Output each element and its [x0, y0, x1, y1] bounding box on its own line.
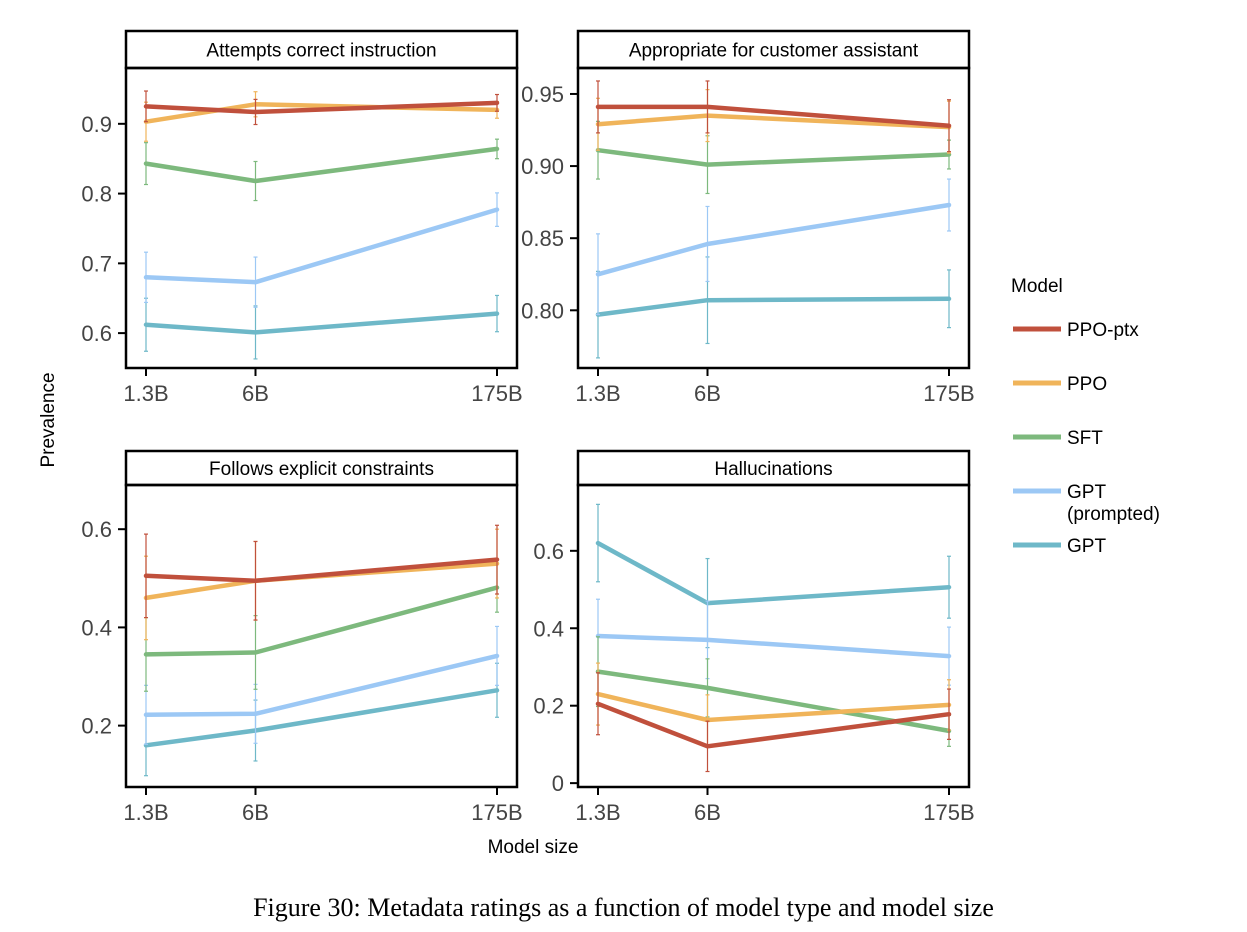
panel-4-xtick-label: 1.3B	[575, 800, 620, 825]
panel-3-sft-line	[143, 585, 500, 657]
legend-gpt-label: GPT	[1067, 536, 1106, 557]
panel-3-ppo-ptx-line	[143, 557, 500, 584]
panel-1-ytick-label: 0.9	[81, 112, 112, 137]
panel-3-xtick-label: 175B	[471, 800, 522, 825]
panel-4-ppo-ptx-line	[595, 701, 952, 749]
panel-1-xtick-label: 175B	[471, 381, 522, 406]
panel-3-gpt-prompted-line	[143, 653, 500, 718]
panel-2-title-box	[576, 29, 971, 70]
panel-2-frame	[576, 66, 971, 370]
panel-1-ytick-label: 0.6	[81, 321, 112, 346]
panel-4-ytick-label: 0.2	[533, 694, 564, 719]
panel-4-ytick-label: 0	[552, 771, 564, 796]
panel-4-ytick-label: 0.6	[533, 539, 564, 564]
panel-2-xtick-label: 175B	[923, 381, 974, 406]
panel-4-frame	[576, 483, 971, 789]
panel-1-xtick-label: 1.3B	[123, 381, 168, 406]
panel-4-sft-line	[595, 669, 952, 734]
legend-sft-label: SFT	[1067, 428, 1103, 449]
x-axis-label: Model size	[488, 837, 579, 858]
panel-3-frame	[124, 483, 519, 789]
panel-1-xtick-label: 6B	[242, 381, 269, 406]
panel-4-gpt-prompted-line	[595, 633, 952, 659]
panel-4-xtick-label: 6B	[694, 800, 721, 825]
panel-2-sft-line	[595, 147, 952, 167]
panel-2-gpt-line	[595, 296, 952, 317]
figure-svg: Prevalence Model size Model Attempts cor…	[38, 29, 1160, 858]
panel-1-frame	[124, 66, 519, 370]
panel-4-title: Hallucinations	[714, 459, 832, 480]
panel-3-xtick-label: 6B	[242, 800, 269, 825]
panel-2-xtick-label: 1.3B	[575, 381, 620, 406]
panel-2-ytick-label: 0.90	[521, 154, 564, 179]
panel-1-title-box	[124, 29, 519, 70]
legend-ppo-ptx-label: PPO-ptx	[1067, 320, 1139, 341]
panel-1-gpt-prompted-line	[143, 207, 500, 285]
legend-title: Model	[1011, 276, 1063, 297]
panel-3-ppo-line	[143, 561, 500, 601]
panel-2-title: Appropriate for customer assistant	[629, 41, 919, 62]
panel-4-xtick-label: 175B	[923, 800, 974, 825]
panel-3-ytick-label: 0.6	[81, 517, 112, 542]
panel-1-ytick-label: 0.8	[81, 182, 112, 207]
panel-3-ytick-label: 0.4	[81, 615, 112, 640]
legend-ppo-label: PPO	[1067, 374, 1107, 395]
figure-caption: Figure 30: Metadata ratings as a functio…	[253, 893, 994, 922]
panel-3-title: Follows explicit constraints	[209, 459, 434, 480]
panel-3-ytick-label: 0.2	[81, 714, 112, 739]
panel-4-ytick-label: 0.4	[533, 616, 564, 641]
panel-1-gpt-line	[143, 311, 500, 335]
panel-1-title: Attempts correct instruction	[206, 41, 436, 62]
y-axis-label: Prevalence	[38, 372, 59, 467]
panel-2-ppo-ptx-line	[595, 104, 952, 128]
panel-4-gpt-line	[595, 540, 952, 606]
panel-1-ytick-label: 0.7	[81, 251, 112, 276]
panel-3-xtick-label: 1.3B	[123, 800, 168, 825]
panel-1-ppo-ptx-line	[143, 100, 500, 115]
panel-1-sft-line	[143, 146, 500, 184]
panel-2-gpt-prompted-line	[595, 202, 952, 277]
panel-2-ytick-label: 0.85	[521, 226, 564, 251]
panel-2-ytick-label: 0.95	[521, 82, 564, 107]
panel-4-ppo-line	[595, 691, 952, 723]
panel-2-xtick-label: 6B	[694, 381, 721, 406]
legend-gpt-prompted-label: GPT	[1067, 482, 1106, 503]
legend-gpt-prompted-label-2: (prompted)	[1067, 504, 1160, 525]
panel-2-ytick-label: 0.80	[521, 298, 564, 323]
